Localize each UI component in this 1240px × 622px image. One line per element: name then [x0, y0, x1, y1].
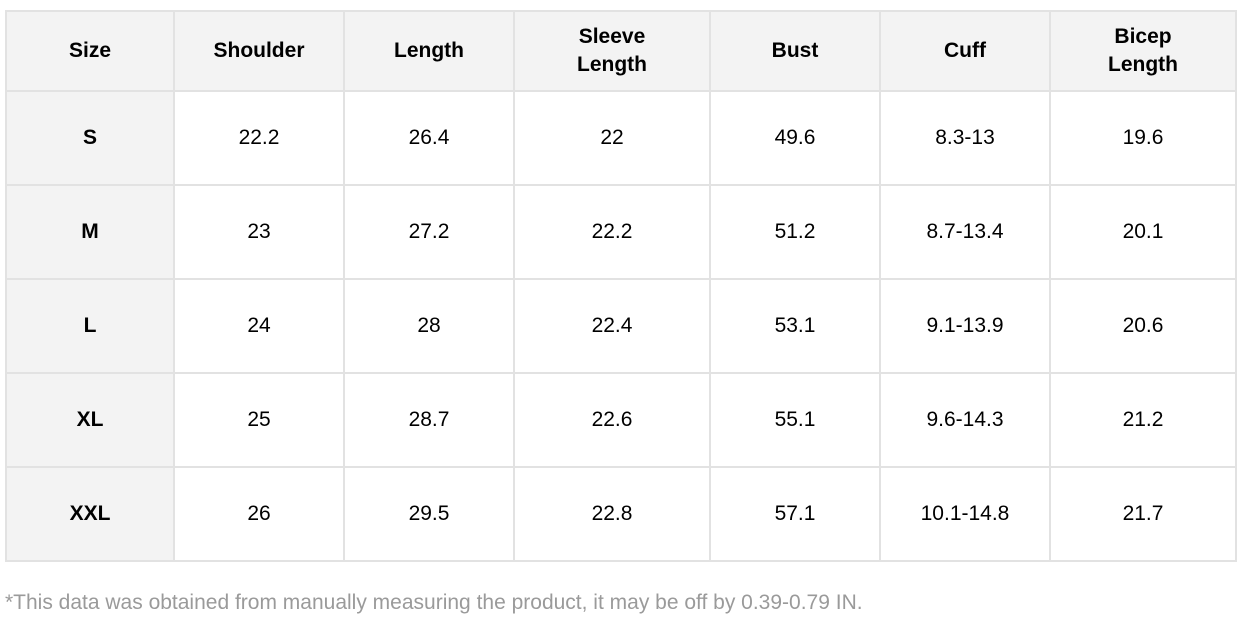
- measurement-cell: 24: [173, 278, 345, 374]
- measurement-cell: 29.5: [343, 466, 515, 562]
- measurement-cell: 9.6-14.3: [879, 372, 1051, 468]
- header-cell: Shoulder: [173, 10, 345, 92]
- measurement-cell: 55.1: [709, 372, 881, 468]
- header-row: Size Shoulder Length Sleeve Length Bust Cuff B…: [5, 10, 1237, 92]
- header-cell: Bust: [709, 10, 881, 92]
- measurement-cell: 28: [343, 278, 515, 374]
- table-row: S 22.2 26.4 22 49.6 8.3-13 19.6: [5, 90, 1237, 186]
- measurement-cell: 57.1: [709, 466, 881, 562]
- table-body: S 22.2 26.4 22 49.6 8.3-13 19.6 M 23 27.2 22.2 51.2…: [5, 90, 1237, 562]
- table-row: XL 25 28.7 22.6 55.1 9.6-14.3 21.2: [5, 372, 1237, 468]
- measurement-cell: 10.1-14.8: [879, 466, 1051, 562]
- header-cell: Size: [5, 10, 175, 92]
- measurement-cell: 20.6: [1049, 278, 1237, 374]
- measurement-cell: 27.2: [343, 184, 515, 280]
- header-text: Bicep Length: [1108, 25, 1178, 76]
- measurement-cell: 22: [513, 90, 711, 186]
- size-cell: XXL: [5, 466, 175, 562]
- size-cell: M: [5, 184, 175, 280]
- measurement-cell: 8.3-13: [879, 90, 1051, 186]
- measurement-cell: 22.2: [173, 90, 345, 186]
- measurement-cell: 8.7-13.4: [879, 184, 1051, 280]
- header-text: Bust: [771, 39, 819, 62]
- measurement-cell: 23: [173, 184, 345, 280]
- size-table: Size Shoulder Length Sleeve Length Bust Cuff B…: [5, 10, 1237, 562]
- measurement-cell: 21.7: [1049, 466, 1237, 562]
- header-text: Cuff: [944, 39, 986, 62]
- measurement-cell: 26: [173, 466, 345, 562]
- measurement-cell: 22.2: [513, 184, 711, 280]
- measurement-cell: 26.4: [343, 90, 515, 186]
- size-cell: S: [5, 90, 175, 186]
- measurement-cell: 22.4: [513, 278, 711, 374]
- header-text: Sleeve Length: [577, 25, 647, 76]
- measurement-cell: 25: [173, 372, 345, 468]
- header-cell: Sleeve Length: [513, 10, 711, 92]
- header-cell: Cuff: [879, 10, 1051, 92]
- header-cell: Bicep Length: [1049, 10, 1237, 92]
- header-text: Size: [68, 39, 112, 62]
- header-cell: Length: [343, 10, 515, 92]
- table-row: L 24 28 22.4 53.1 9.1-13.9 20.6: [5, 278, 1237, 374]
- header-text: Shoulder: [213, 39, 305, 62]
- footnote: *This data was obtained from manually me…: [5, 591, 863, 614]
- measurement-cell: 28.7: [343, 372, 515, 468]
- measurement-cell: 20.1: [1049, 184, 1237, 280]
- measurement-cell: 53.1: [709, 278, 881, 374]
- measurement-cell: 49.6: [709, 90, 881, 186]
- measurement-cell: 9.1-13.9: [879, 278, 1051, 374]
- size-table-container: Size Shoulder Length Sleeve Length Bust Cuff B…: [5, 10, 1237, 562]
- measurement-cell: 51.2: [709, 184, 881, 280]
- header-text: Length: [394, 39, 464, 62]
- measurement-cell: 19.6: [1049, 90, 1237, 186]
- table-row: M 23 27.2 22.2 51.2 8.7-13.4 20.1: [5, 184, 1237, 280]
- table-row: XXL 26 29.5 22.8 57.1 10.1-14.8 21.7: [5, 466, 1237, 562]
- size-cell: XL: [5, 372, 175, 468]
- measurement-cell: 22.6: [513, 372, 711, 468]
- size-cell: L: [5, 278, 175, 374]
- measurement-cell: 21.2: [1049, 372, 1237, 468]
- measurement-cell: 22.8: [513, 466, 711, 562]
